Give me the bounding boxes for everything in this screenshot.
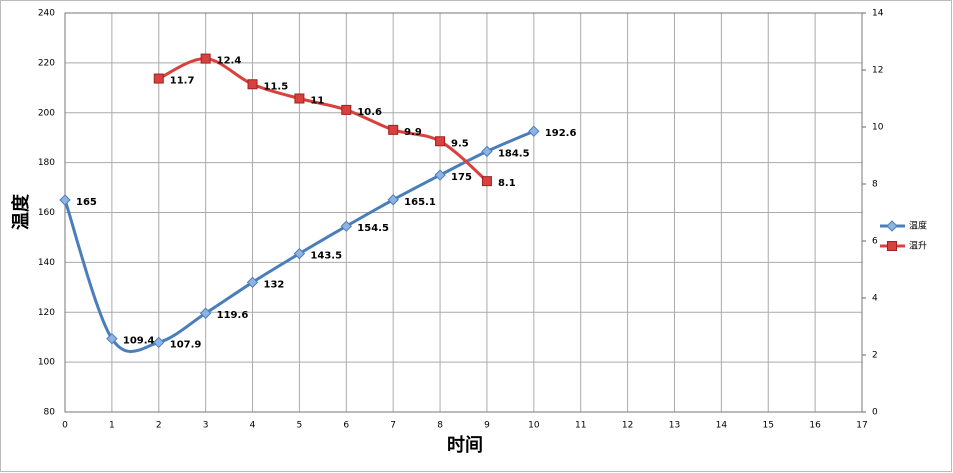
data-point — [387, 194, 399, 206]
x-tick-label: 7 — [390, 421, 396, 431]
y-tick-label: 160 — [38, 208, 55, 218]
data-label: 10.6 — [357, 107, 382, 118]
y2-tick-label: 0 — [872, 408, 878, 418]
data-label: 192.6 — [545, 128, 577, 139]
y-tick-label: 120 — [38, 308, 55, 318]
data-label: 184.5 — [498, 148, 530, 159]
data-label: 165.1 — [404, 197, 436, 208]
y-tick-label: 240 — [38, 9, 55, 19]
data-point — [341, 104, 352, 115]
plot-frame — [64, 12, 863, 413]
x-tick-label: 6 — [343, 421, 349, 431]
y-tick-label: 180 — [38, 158, 55, 168]
data-label: 11 — [310, 96, 324, 107]
data-label: 9.9 — [404, 127, 422, 138]
data-label: 175 — [451, 172, 472, 183]
data-point — [481, 176, 492, 187]
x-tick-label: 0 — [62, 421, 68, 431]
data-point — [388, 124, 399, 135]
x-tick-label: 5 — [297, 421, 303, 431]
legend-marker — [887, 241, 897, 251]
series-line — [63, 129, 535, 353]
y2-tick-label: 8 — [872, 180, 878, 190]
x-tick-label: 12 — [622, 421, 633, 431]
data-label: 11.5 — [264, 81, 289, 92]
x-tick-label: 11 — [575, 421, 586, 431]
x-axis-label: 时间 — [447, 435, 483, 456]
y2-tick-label: 14 — [872, 9, 884, 19]
y2-tick-label: 6 — [872, 237, 878, 247]
data-point — [435, 136, 446, 147]
data-point — [247, 79, 258, 90]
data-point — [153, 336, 165, 349]
data-label: 132 — [264, 279, 285, 290]
data-point — [294, 93, 305, 104]
y-tick-label: 200 — [38, 108, 55, 118]
data-point — [340, 220, 353, 232]
data-point — [200, 53, 211, 64]
data-point — [293, 247, 306, 260]
x-tick-label: 14 — [716, 421, 728, 431]
x-tick-label: 9 — [484, 421, 490, 431]
data-label: 165 — [76, 197, 97, 208]
data-label: 154.5 — [357, 223, 389, 234]
legend-label: 温升 — [909, 241, 927, 252]
data-point — [199, 307, 212, 319]
y2-tick-label: 12 — [872, 66, 883, 76]
y-tick-label: 100 — [38, 358, 55, 368]
data-point — [106, 332, 118, 345]
x-tick-label: 17 — [856, 421, 867, 431]
data-label: 107.9 — [170, 339, 202, 350]
legend-marker — [886, 220, 898, 232]
x-tick-label: 16 — [809, 421, 821, 431]
y-tick-label: 220 — [38, 58, 55, 68]
data-label: 12.4 — [217, 56, 242, 67]
data-label: 143.5 — [310, 251, 342, 262]
x-tick-label: 2 — [156, 421, 162, 431]
data-point — [481, 145, 493, 158]
y2-tick-label: 10 — [872, 123, 884, 133]
legend-label: 温度 — [909, 220, 927, 232]
data-point — [153, 73, 164, 84]
x-tick-label: 13 — [669, 421, 680, 431]
y2-tick-label: 2 — [872, 351, 878, 361]
data-point — [528, 125, 540, 137]
x-tick-label: 8 — [437, 421, 443, 431]
x-tick-label: 3 — [203, 421, 209, 431]
data-label: 109.4 — [123, 336, 155, 347]
y-tick-label: 140 — [38, 258, 55, 268]
x-tick-label: 1 — [109, 421, 115, 431]
x-tick-label: 4 — [250, 421, 256, 431]
data-label: 8.1 — [498, 178, 516, 189]
y2-tick-label: 4 — [872, 294, 878, 304]
data-point — [434, 169, 446, 181]
data-label: 9.5 — [451, 138, 469, 149]
data-point — [59, 194, 71, 206]
data-point — [246, 276, 259, 289]
x-tick-label: 15 — [763, 421, 774, 431]
y-tick-label: 80 — [44, 408, 56, 418]
x-tick-label: 10 — [528, 421, 540, 431]
data-label: 11.7 — [170, 76, 195, 87]
y-axis-label: 温度 — [10, 193, 32, 230]
data-label: 119.6 — [217, 310, 249, 321]
